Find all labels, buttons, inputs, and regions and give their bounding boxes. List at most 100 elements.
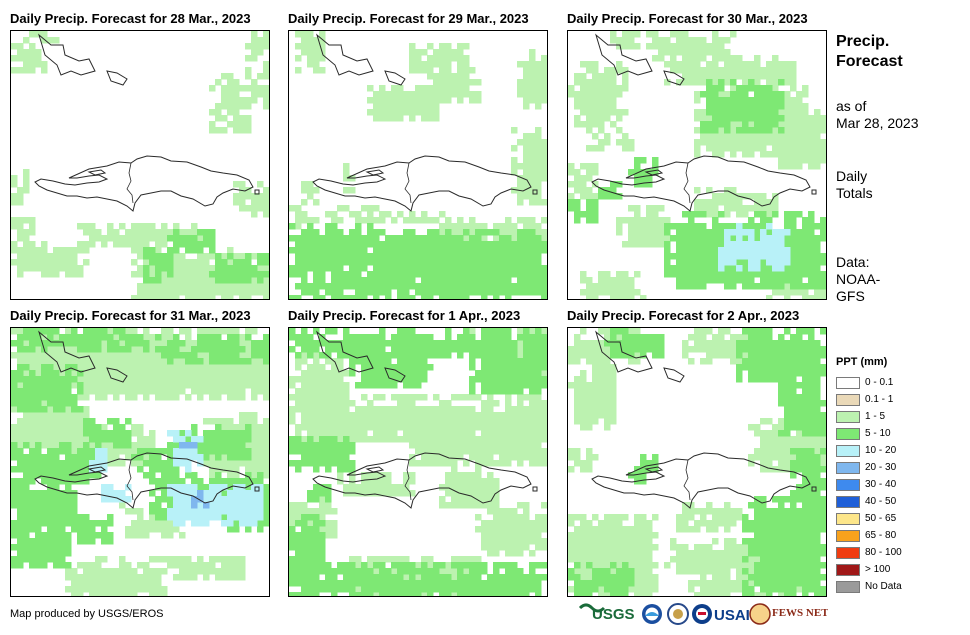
precip-cell bbox=[355, 247, 362, 254]
precip-cell bbox=[355, 277, 362, 284]
precip-cell bbox=[433, 61, 440, 68]
precip-cell bbox=[802, 103, 809, 110]
precip-cell bbox=[523, 418, 530, 425]
precip-cell bbox=[730, 103, 737, 110]
precip-cell bbox=[95, 454, 102, 461]
precip-cell bbox=[718, 241, 725, 248]
precip-cell bbox=[343, 283, 350, 290]
precip-cell bbox=[257, 283, 264, 290]
precip-cell bbox=[373, 91, 380, 98]
precip-cell bbox=[445, 247, 452, 254]
precip-cell bbox=[604, 193, 611, 200]
precip-cell bbox=[197, 382, 204, 389]
precip-cell bbox=[676, 253, 683, 260]
precip-cell bbox=[706, 43, 713, 50]
precip-cell bbox=[778, 145, 785, 152]
precip-cell bbox=[71, 478, 78, 485]
precip-cell bbox=[149, 520, 156, 527]
precip-cell bbox=[469, 97, 476, 104]
precip-cell bbox=[301, 289, 308, 296]
precip-cell bbox=[179, 502, 186, 509]
precip-cell bbox=[529, 85, 536, 92]
precip-cell bbox=[433, 418, 440, 425]
precip-cell bbox=[481, 259, 488, 266]
precip-cell bbox=[682, 49, 689, 56]
precip-cell bbox=[808, 229, 815, 236]
precip-cell bbox=[137, 229, 144, 236]
precip-cell bbox=[131, 394, 138, 401]
precip-cell bbox=[263, 502, 269, 509]
precip-cell bbox=[245, 295, 252, 299]
precip-cell bbox=[802, 223, 809, 230]
precip-cell bbox=[694, 61, 701, 68]
precip-cell bbox=[700, 109, 707, 116]
precip-cell bbox=[313, 406, 320, 413]
precip-cell bbox=[251, 376, 258, 383]
precip-cell bbox=[179, 259, 186, 266]
precip-cell bbox=[227, 121, 234, 128]
precip-cell bbox=[17, 466, 24, 473]
precip-cell bbox=[529, 418, 536, 425]
precip-cell bbox=[682, 277, 689, 284]
precip-cell bbox=[29, 352, 36, 359]
precip-cell bbox=[251, 394, 258, 401]
precip-cell bbox=[451, 85, 458, 92]
precip-cell bbox=[373, 418, 380, 425]
precip-cell bbox=[415, 61, 422, 68]
precip-cell bbox=[83, 448, 90, 455]
precip-cell bbox=[179, 340, 186, 347]
precip-cell bbox=[427, 454, 434, 461]
precip-cell bbox=[586, 187, 593, 194]
precip-cell bbox=[487, 436, 494, 443]
precip-cell bbox=[107, 580, 114, 587]
precip-cell bbox=[307, 424, 314, 431]
precip-cell bbox=[35, 412, 42, 419]
precip-cell bbox=[319, 265, 326, 272]
precip-cell bbox=[209, 466, 216, 473]
precip-cell bbox=[209, 352, 216, 359]
precip-cell bbox=[469, 394, 476, 401]
precip-cell bbox=[541, 271, 547, 278]
precip-cell bbox=[445, 67, 452, 74]
precip-cell bbox=[143, 448, 150, 455]
precip-cell bbox=[634, 157, 641, 164]
precip-cell bbox=[676, 229, 683, 236]
precip-cell bbox=[592, 109, 599, 116]
precip-cell bbox=[233, 394, 240, 401]
precip-cell bbox=[724, 67, 731, 74]
precip-cell bbox=[598, 187, 605, 194]
precip-cell bbox=[203, 502, 210, 509]
precip-cell bbox=[143, 580, 150, 587]
precip-cell bbox=[457, 97, 464, 104]
precip-cell bbox=[529, 265, 536, 272]
map-panel-4 bbox=[10, 327, 270, 597]
precip-cell bbox=[535, 265, 542, 272]
precip-cell bbox=[161, 520, 168, 527]
precip-cell bbox=[802, 157, 809, 164]
precip-cell bbox=[463, 91, 470, 98]
precip-cell bbox=[427, 67, 434, 74]
precip-cell bbox=[137, 283, 144, 290]
precip-cell bbox=[355, 283, 362, 290]
precip-cell bbox=[221, 514, 228, 521]
precip-cell bbox=[53, 490, 60, 497]
precip-cell bbox=[628, 241, 635, 248]
precip-cell bbox=[197, 289, 204, 296]
precip-cell bbox=[766, 283, 773, 290]
precip-cell bbox=[772, 139, 779, 146]
precip-cell bbox=[173, 334, 180, 341]
precip-cell bbox=[409, 265, 416, 272]
precip-cell bbox=[616, 67, 623, 74]
precip-cell bbox=[784, 115, 791, 122]
precip-cell bbox=[802, 235, 809, 242]
precip-cell bbox=[373, 283, 380, 290]
precip-cell bbox=[421, 103, 428, 110]
precip-cell bbox=[11, 430, 18, 437]
precip-cell bbox=[778, 109, 785, 116]
precip-cell bbox=[652, 223, 659, 230]
precip-cell bbox=[17, 388, 24, 395]
precip-cell bbox=[29, 412, 36, 419]
precip-cell bbox=[586, 127, 593, 134]
precip-cell bbox=[475, 448, 482, 455]
precip-cell bbox=[325, 247, 332, 254]
